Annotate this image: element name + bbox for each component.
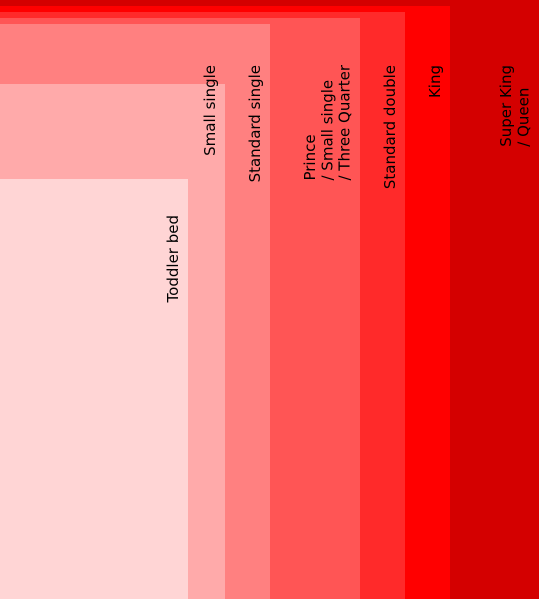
- bed-size-diagram: Super King / Queen King Standard double Pri…: [0, 0, 539, 599]
- size-rect-6: [0, 179, 188, 599]
- size-label-5: Small single: [202, 65, 219, 156]
- size-label-1: King: [427, 65, 444, 98]
- size-label-6: Toddler bed: [165, 215, 182, 302]
- size-label-4: Standard single: [247, 65, 264, 182]
- size-label-3: Prince / Small single / Three Quarter: [302, 65, 354, 181]
- size-label-2: Standard double: [382, 65, 399, 189]
- size-label-0: Super King / Queen: [498, 65, 533, 147]
